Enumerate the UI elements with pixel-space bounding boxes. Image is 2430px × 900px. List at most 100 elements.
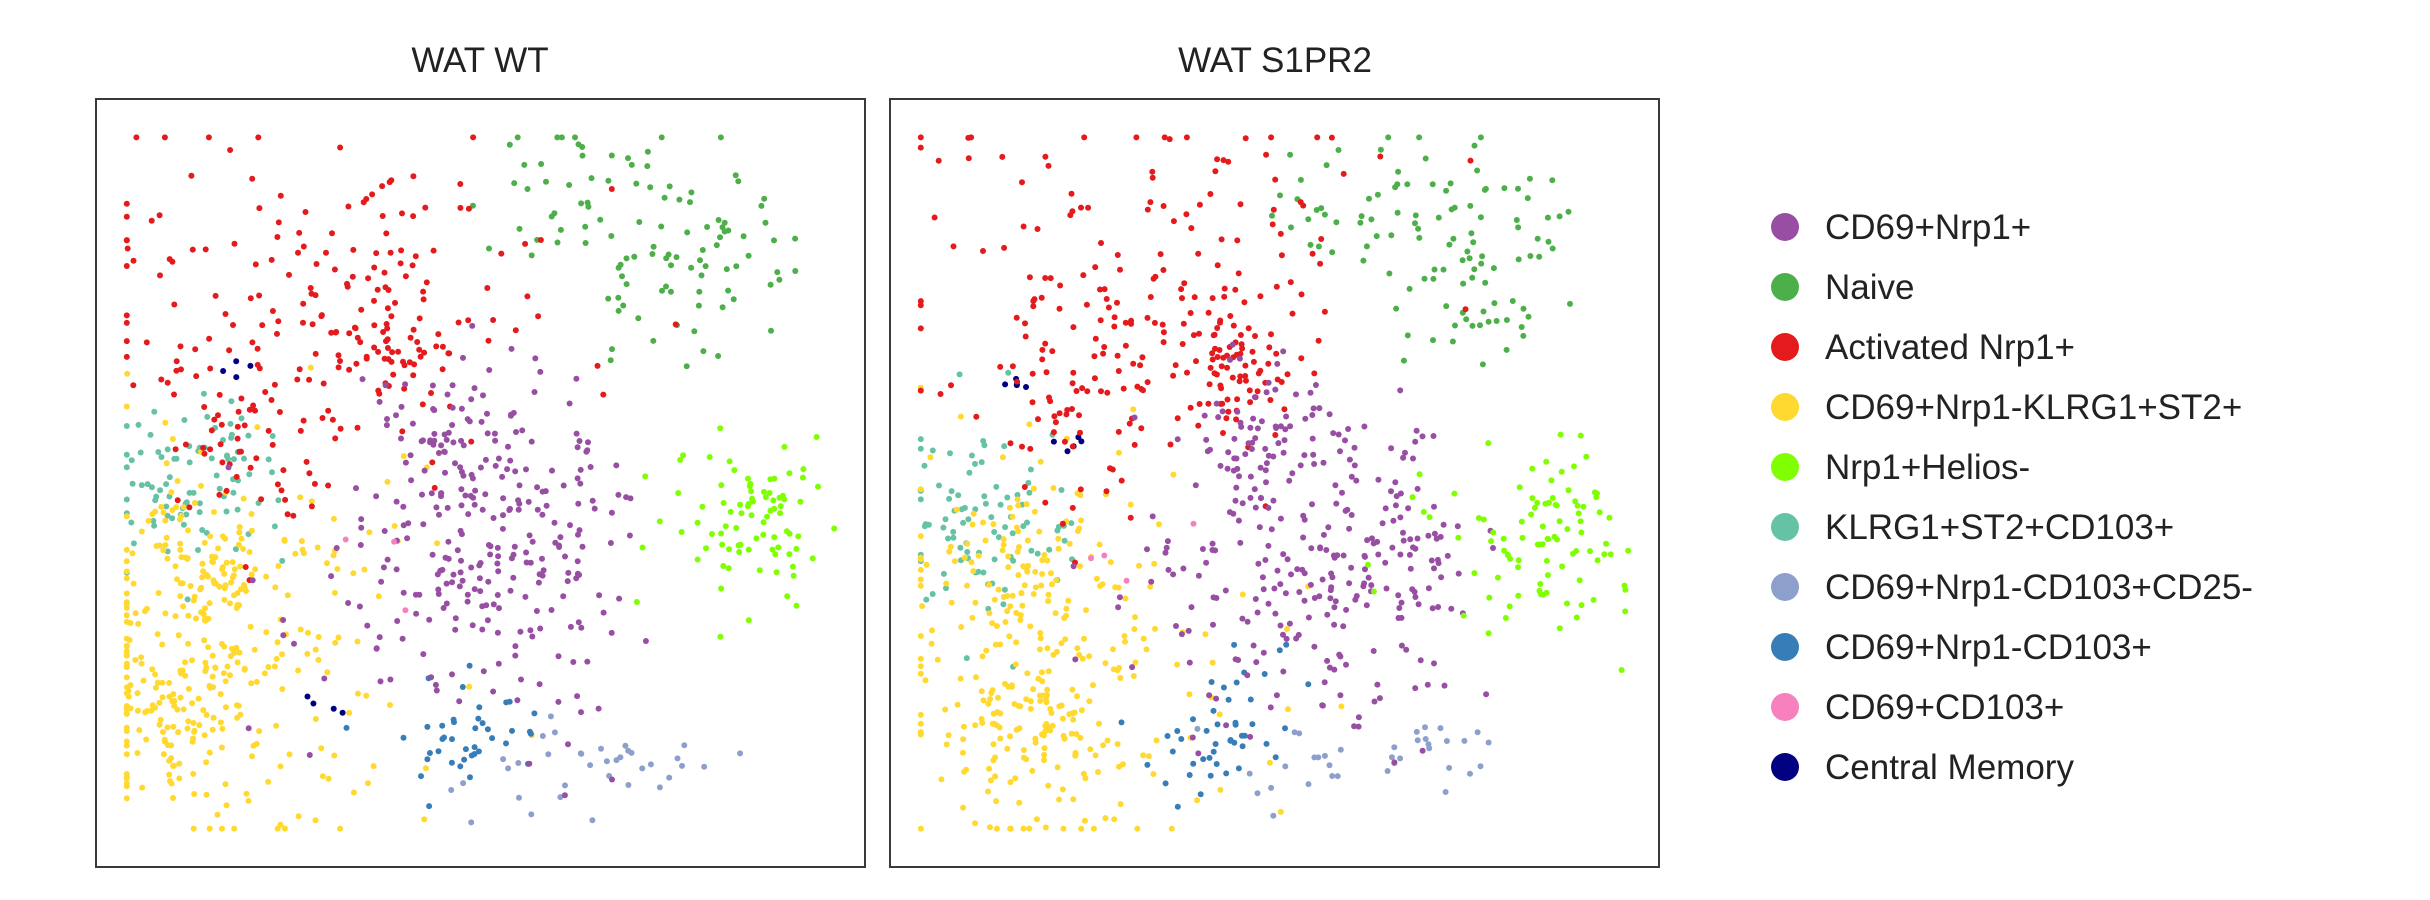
point-cd69posnrp1negcd103pos	[1272, 754, 1279, 761]
point-cd69posnrp1pos	[557, 534, 564, 541]
point-cd69posnrp1negklrg1posst2pos	[295, 813, 302, 820]
point-activated-nrp1pos	[1104, 389, 1111, 396]
point-cd69posnrp1pos	[1483, 691, 1490, 698]
point-cd69posnrp1pos	[381, 528, 388, 534]
point-cd69posnrp1pos	[518, 676, 524, 683]
point-cd69posnrp1pos	[1388, 488, 1394, 495]
point-cd69posnrp1negklrg1posst2pos	[162, 419, 169, 426]
point-naive	[524, 186, 531, 192]
point-cd69posnrp1pos	[1369, 535, 1375, 542]
legend-label-cd69posnrp1negcd103pos: CD69+Nrp1-CD103+	[1825, 628, 2152, 667]
point-cd69posnrp1negklrg1posst2pos	[1008, 683, 1015, 690]
point-cd69posnrp1negklrg1posst2pos	[1047, 706, 1054, 712]
point-activated-nrp1pos	[234, 423, 241, 430]
legend-marker-cd69posnrp1negcd103poscd25neg	[1771, 573, 1799, 601]
legend-marker-central-memory	[1771, 753, 1799, 781]
point-cd69posnrp1negklrg1posst2pos	[1168, 825, 1175, 832]
point-activated-nrp1pos	[1237, 373, 1244, 380]
point-cd69posnrp1pos	[1337, 692, 1344, 699]
point-cd69posnrp1pos	[1337, 448, 1343, 455]
point-cd69posnrp1negklrg1posst2pos	[1017, 617, 1024, 623]
point-cd69posnrp1pos	[1389, 544, 1396, 551]
point-naive	[1412, 212, 1419, 219]
point-cd69posnrp1negklrg1posst2pos	[200, 707, 207, 714]
point-nrp1posheliosneg	[789, 563, 796, 570]
point-cd69posnrp1pos	[570, 659, 577, 665]
point-activated-nrp1pos	[234, 435, 241, 442]
point-nrp1posheliosneg	[1594, 557, 1601, 564]
point-cd69posnrp1pos	[487, 551, 494, 558]
point-naive	[1479, 361, 1486, 368]
point-cd69posnrp1negklrg1posst2pos	[1013, 639, 1020, 646]
point-cd69posnrp1negcd103pos	[1164, 733, 1171, 739]
point-cd69posnrp1negklrg1posst2pos	[206, 600, 213, 607]
point-cd69posnrp1negklrg1posst2pos	[187, 583, 194, 589]
point-cd69posnrp1negcd103pos	[1162, 780, 1169, 787]
point-naive	[1474, 167, 1481, 174]
point-cd69posnrp1negklrg1posst2pos	[1130, 406, 1137, 413]
point-activated-nrp1pos	[201, 450, 208, 457]
point-activated-nrp1pos	[222, 311, 229, 317]
point-cd69posnrp1negklrg1posst2pos	[234, 702, 240, 709]
point-activated-nrp1pos	[371, 264, 378, 271]
point-cd69posnrp1negklrg1posst2pos	[1027, 623, 1034, 630]
point-activated-nrp1pos	[1070, 324, 1077, 331]
point-cd69poscd103pos	[1190, 520, 1197, 527]
point-cd69posnrp1negklrg1posst2pos	[227, 600, 233, 607]
point-activated-nrp1pos	[1056, 305, 1063, 312]
point-cd69posnrp1negklrg1posst2pos	[973, 674, 979, 681]
point-nrp1posheliosneg	[1573, 614, 1580, 621]
point-cd69posnrp1pos	[407, 452, 414, 459]
point-naive	[620, 302, 627, 309]
point-activated-nrp1pos	[1057, 282, 1064, 289]
panel-frame-wat-wt	[95, 98, 866, 868]
point-naive	[717, 134, 724, 141]
point-activated-nrp1pos	[1235, 270, 1242, 277]
point-naive	[1449, 338, 1456, 345]
point-klrg1posst2poscd103pos	[234, 506, 241, 513]
point-cd69posnrp1negklrg1posst2pos	[1061, 735, 1068, 742]
point-cd69posnrp1negklrg1posst2pos	[209, 673, 216, 680]
point-nrp1posheliosneg	[726, 458, 733, 465]
point-cd69posnrp1pos	[405, 520, 412, 527]
point-activated-nrp1pos	[1092, 335, 1099, 342]
point-nrp1posheliosneg	[1591, 489, 1598, 496]
point-klrg1posst2poscd103pos	[195, 547, 201, 553]
point-cd69posnrp1negklrg1posst2pos	[1030, 591, 1037, 597]
point-naive	[1477, 322, 1483, 329]
point-cd69posnrp1negklrg1posst2pos	[1041, 552, 1048, 558]
point-klrg1posst2poscd103pos	[241, 455, 247, 462]
point-cd69posnrp1negklrg1posst2pos	[986, 610, 993, 617]
point-cd69posnrp1pos	[458, 468, 465, 475]
point-nrp1posheliosneg	[1621, 582, 1628, 589]
point-cd69posnrp1negklrg1posst2pos	[337, 825, 344, 832]
point-cd69posnrp1negklrg1posst2pos	[1032, 735, 1039, 742]
point-cd69posnrp1negklrg1posst2pos	[1020, 825, 1027, 832]
point-cd69posnrp1pos	[249, 577, 256, 584]
point-cd69posnrp1pos	[380, 564, 387, 571]
point-cd69posnrp1pos	[577, 466, 584, 473]
point-naive	[1412, 220, 1418, 227]
point-klrg1posst2poscd103pos	[224, 452, 230, 459]
point-cd69posnrp1negklrg1posst2pos	[1117, 801, 1124, 808]
point-activated-nrp1pos	[948, 382, 954, 389]
point-naive	[1452, 322, 1458, 329]
point-naive	[665, 251, 672, 258]
point-cd69posnrp1pos	[1324, 657, 1331, 664]
point-cd69posnrp1pos	[561, 792, 568, 799]
point-cd69posnrp1pos	[1417, 657, 1424, 664]
point-cd69posnrp1negcd103poscd25neg	[448, 787, 455, 793]
point-nrp1posheliosneg	[815, 483, 821, 490]
point-cd69posnrp1pos	[1362, 566, 1368, 573]
point-cd69posnrp1negcd103poscd25neg	[1474, 729, 1481, 736]
point-naive	[615, 294, 622, 301]
point-cd69posnrp1pos	[576, 438, 583, 444]
point-activated-nrp1pos	[300, 417, 307, 424]
point-cd69posnrp1negklrg1posst2pos	[917, 663, 924, 670]
point-cd69posnrp1negklrg1posst2pos	[1038, 582, 1045, 589]
point-activated-nrp1pos	[219, 459, 226, 466]
point-naive	[575, 141, 582, 148]
point-activated-nrp1pos	[277, 192, 284, 199]
point-activated-nrp1pos	[1270, 206, 1277, 213]
point-cd69posnrp1pos	[435, 586, 442, 593]
